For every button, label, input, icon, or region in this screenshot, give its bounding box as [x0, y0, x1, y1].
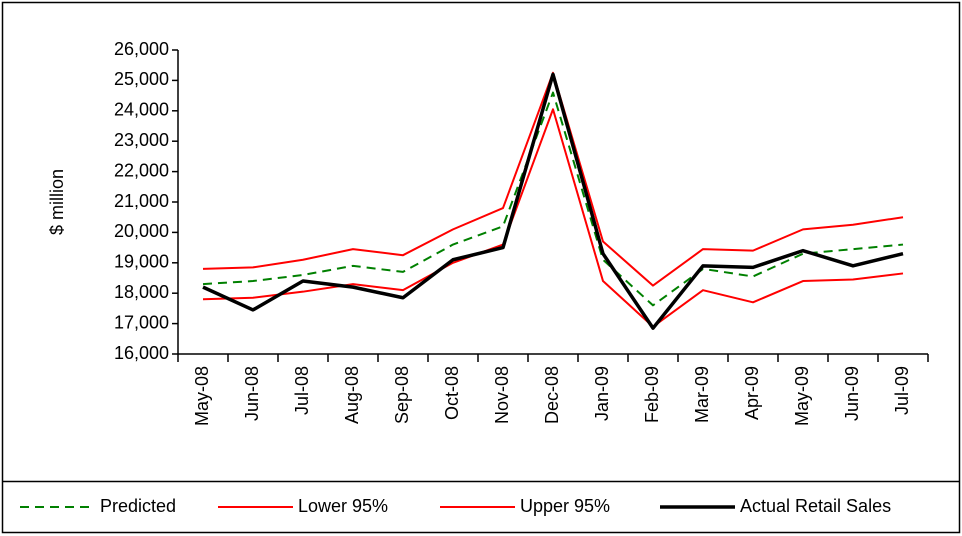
- legend-label: Predicted: [100, 496, 176, 516]
- x-tick-label: May-09: [792, 366, 812, 426]
- series-line: [202, 72, 904, 330]
- y-tick-label: 17,000: [114, 312, 169, 332]
- y-tick-label: 24,000: [114, 100, 169, 120]
- y-tick-label: 22,000: [114, 160, 169, 180]
- legend-label: Actual Retail Sales: [740, 496, 891, 516]
- x-tick-label: Jul-08: [292, 366, 312, 415]
- legend-label: Lower 95%: [298, 496, 388, 516]
- x-tick-label: Dec-08: [542, 366, 562, 424]
- x-tick-label: Mar-09: [692, 366, 712, 423]
- x-tick-label: Nov-08: [492, 366, 512, 424]
- x-tick-label: Jan-09: [592, 366, 612, 421]
- x-tick-label: Apr-09: [742, 366, 762, 420]
- series-line: [202, 91, 904, 307]
- x-tick-label: Feb-09: [642, 366, 662, 423]
- legend-label: Upper 95%: [520, 496, 610, 516]
- series-line: [202, 108, 904, 328]
- x-tick-label: May-08: [192, 366, 212, 426]
- x-tick-label: Oct-08: [442, 366, 462, 420]
- y-tick-label: 21,000: [114, 191, 169, 211]
- x-tick-label: Sep-08: [392, 366, 412, 424]
- y-tick-label: 19,000: [114, 252, 169, 272]
- y-tick-label: 20,000: [114, 221, 169, 241]
- y-tick-label: 23,000: [114, 130, 169, 150]
- y-tick-label: 18,000: [114, 282, 169, 302]
- x-tick-label: Jul-09: [892, 366, 912, 415]
- x-tick-label: Aug-08: [342, 366, 362, 424]
- x-tick-label: Jun-08: [242, 366, 262, 421]
- y-tick-label: 16,000: [114, 343, 169, 363]
- y-axis-label: $ million: [47, 169, 67, 235]
- y-tick-label: 25,000: [114, 69, 169, 89]
- x-tick-label: Jun-09: [842, 366, 862, 421]
- y-tick-label: 26,000: [114, 39, 169, 59]
